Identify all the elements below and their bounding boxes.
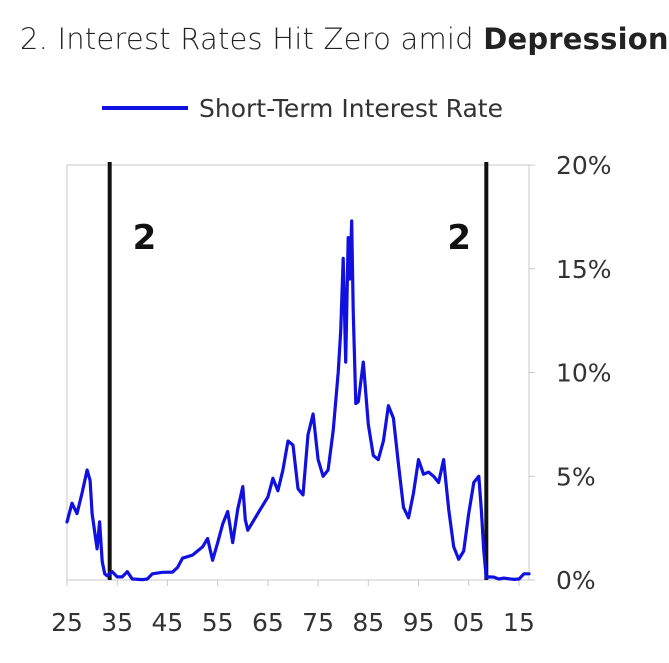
marker-label: 2 [447, 218, 471, 258]
legend-label: Short-Term Interest Rate [199, 94, 503, 123]
x-tick-label: 05 [453, 608, 485, 637]
x-tick-label: 95 [403, 608, 435, 637]
x-tick-label: 65 [252, 608, 284, 637]
x-tick-label: 85 [352, 608, 384, 637]
x-tick-label: 25 [51, 608, 83, 637]
x-tick-label: 15 [503, 608, 535, 637]
y-tick-label: 10% [556, 359, 612, 388]
y-axis: 0% 5% 10% 15% 20% [529, 151, 612, 595]
x-tick-label: 35 [101, 608, 133, 637]
chart-title-emphasis: Depression [483, 22, 669, 56]
chart-title: 2. Interest Rates Hit Zero amid Depressi… [20, 22, 669, 56]
y-tick-label: 15% [556, 255, 612, 284]
x-tick-label: 55 [202, 608, 234, 637]
y-tick-label: 0% [556, 566, 596, 595]
y-tick-label: 20% [556, 151, 612, 180]
x-tick-label: 45 [152, 608, 184, 637]
marker-label: 2 [133, 218, 157, 258]
series-line [65, 219, 531, 582]
legend: Short-Term Interest Rate [102, 94, 503, 123]
x-tick-label: 75 [302, 608, 334, 637]
chart-title-text: 2. Interest Rates Hit Zero amid [20, 22, 484, 56]
x-axis: 25 35 45 55 65 75 85 95 05 15 [51, 580, 535, 637]
y-tick-label: 5% [556, 462, 596, 491]
series-group [65, 219, 531, 582]
